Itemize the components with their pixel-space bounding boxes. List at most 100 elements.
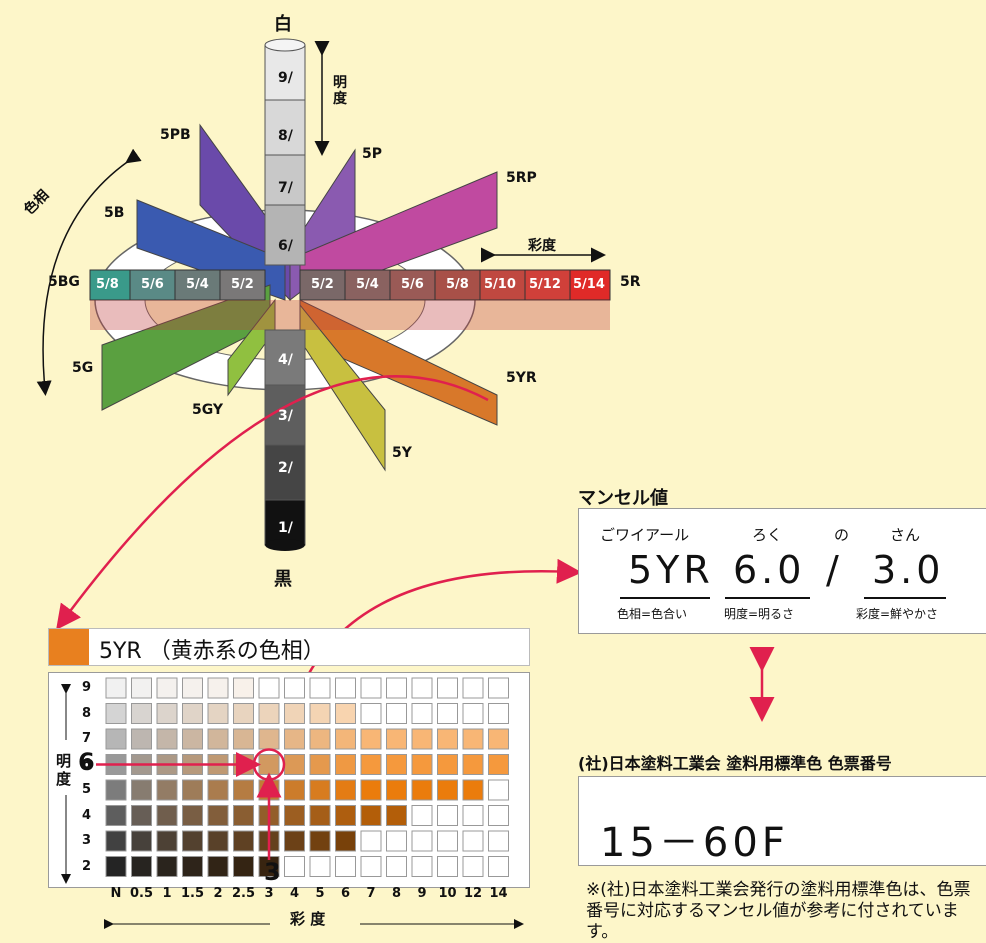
chroma-cell-label: 5/6 xyxy=(401,277,424,292)
color-chip xyxy=(335,728,356,750)
color-chip xyxy=(411,754,433,775)
color-chip xyxy=(182,856,203,877)
color-chip xyxy=(233,856,254,877)
hue-5r-label: 5R xyxy=(620,274,641,290)
white-label: 白 xyxy=(274,14,292,35)
color-chip xyxy=(386,677,407,699)
color-chip xyxy=(156,728,178,750)
chroma-col-label: 6 xyxy=(340,886,351,901)
color-chip xyxy=(131,830,152,852)
color-chip xyxy=(335,856,356,877)
color-chip xyxy=(233,703,254,724)
color-chip xyxy=(309,830,331,852)
value-step: 2/ xyxy=(278,460,293,476)
color-chip xyxy=(207,779,229,801)
chroma-col-label: 2 xyxy=(213,886,223,901)
chroma-col-label: 2.5 xyxy=(231,886,256,901)
color-chip xyxy=(182,703,203,724)
chroma-cell-label: 5/8 xyxy=(96,277,119,292)
hue-5b-label: 5B xyxy=(104,205,125,221)
color-chip xyxy=(284,805,305,826)
color-chip xyxy=(309,754,331,775)
color-chip xyxy=(131,728,152,750)
color-chip xyxy=(437,779,458,801)
color-chip xyxy=(105,830,127,852)
color-chip xyxy=(105,805,127,826)
chroma-cell-label: 5/2 xyxy=(311,277,334,292)
munsell-value-box xyxy=(578,508,986,634)
value-row-label: 5 xyxy=(82,782,92,797)
chroma-col-label: 1.5 xyxy=(180,886,205,901)
color-chip xyxy=(462,830,484,852)
chroma-col-label: 14 xyxy=(489,886,508,901)
color-chip xyxy=(462,754,484,775)
black-label: 黒 xyxy=(274,569,292,590)
color-chip xyxy=(284,703,305,724)
color-chip xyxy=(437,703,458,724)
color-chip xyxy=(309,677,331,699)
munsell-separator: / xyxy=(826,548,843,592)
chroma-cell-label: 5/4 xyxy=(186,277,209,292)
caption-hue: 色相=色合い xyxy=(617,607,688,621)
color-chip xyxy=(233,779,254,801)
color-chip xyxy=(309,805,331,826)
chroma-col-label: 4 xyxy=(289,886,300,901)
value-step: 9/ xyxy=(278,70,293,86)
chroma-cell-label: 5/10 xyxy=(484,277,516,292)
underline xyxy=(864,597,946,599)
highlight-value: 6 xyxy=(78,748,95,776)
munsell-value: 6.0 xyxy=(733,548,806,592)
ruby-sep: の xyxy=(834,526,850,544)
hue-5gy-label: 5GY xyxy=(192,402,224,418)
color-chip xyxy=(462,856,484,877)
chroma-cell-label: 5/8 xyxy=(446,277,469,292)
underline xyxy=(725,597,810,599)
hue-5yr-label: 5YR xyxy=(506,370,537,386)
color-chip xyxy=(156,779,178,801)
color-chip xyxy=(156,677,178,699)
color-chip xyxy=(207,677,229,699)
hue-5pb-label: 5PB xyxy=(160,127,191,143)
color-chip xyxy=(335,677,356,699)
munsell-chroma: 3.0 xyxy=(872,548,945,592)
color-chip xyxy=(462,703,484,724)
color-chip xyxy=(233,677,254,699)
color-chip xyxy=(488,856,509,877)
chroma-cell-label: 5/14 xyxy=(573,277,605,292)
color-chip xyxy=(207,856,229,877)
color-chip xyxy=(462,677,484,699)
chroma-col-label: 1 xyxy=(162,886,172,901)
color-chip xyxy=(386,703,407,724)
chroma-col-label: 12 xyxy=(463,886,483,901)
color-chip xyxy=(411,677,433,699)
color-chip xyxy=(207,805,229,826)
hue-chart-header: 5YR （黄赤系の色相） xyxy=(48,628,530,666)
caption-value: 明度=明るさ xyxy=(724,607,795,621)
value-step: 3/ xyxy=(278,408,293,424)
standard-code-box xyxy=(578,776,986,866)
color-chip xyxy=(360,754,382,775)
color-chip xyxy=(284,728,305,750)
color-chip xyxy=(488,779,509,801)
color-chip xyxy=(360,728,382,750)
color-chip xyxy=(462,805,484,826)
color-chip xyxy=(233,805,254,826)
color-chip xyxy=(105,728,127,750)
color-chip xyxy=(233,830,254,852)
color-chip xyxy=(462,779,484,801)
color-chip xyxy=(411,830,433,852)
color-chip xyxy=(386,805,407,826)
color-chip xyxy=(360,779,382,801)
color-chip xyxy=(182,779,203,801)
color-chip xyxy=(386,856,407,877)
color-chip xyxy=(156,830,178,852)
color-chip xyxy=(437,754,458,775)
color-chip xyxy=(156,856,178,877)
color-chip xyxy=(335,703,356,724)
chart-chroma-label: 彩 度 xyxy=(290,910,326,928)
color-chip xyxy=(360,856,382,877)
munsell-hue: 5YR xyxy=(628,548,714,592)
color-chip xyxy=(258,677,280,699)
